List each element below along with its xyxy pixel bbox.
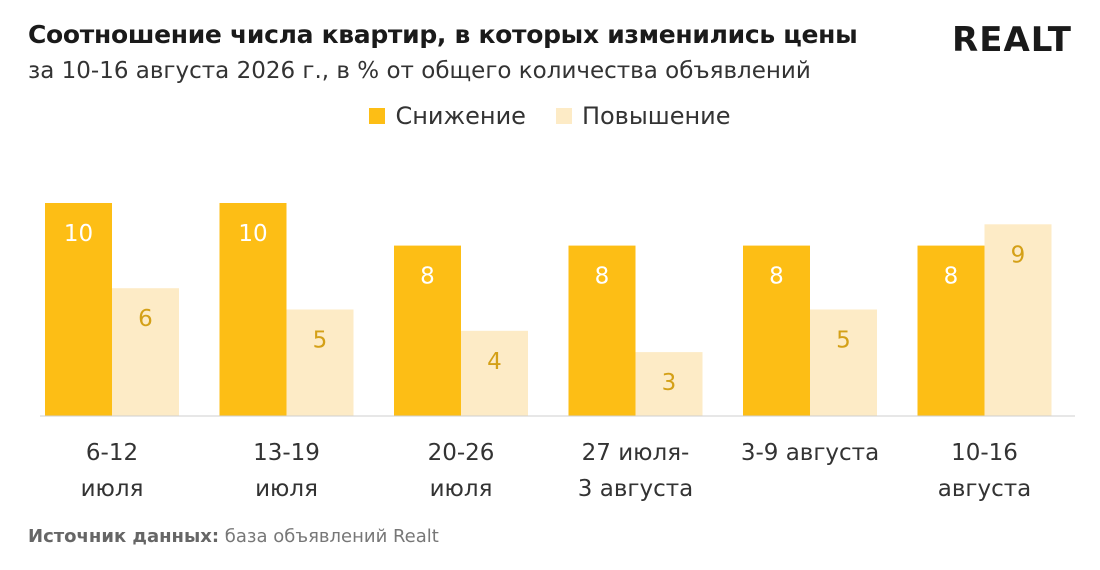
source-text: база объявлений Realt [219,526,439,547]
source-note: Источник данных: база объявлений Realt [28,526,439,547]
data-label-decrease-0: 10 [64,221,93,247]
data-label-increase-5: 9 [1011,242,1026,268]
legend-swatch-decrease [369,108,386,124]
bar-increase-4 [810,309,877,416]
category-label-2-1: июля [430,476,493,502]
legend-label-decrease: Снижение [395,102,526,130]
bar-decrease-3 [568,245,636,416]
data-label-increase-2: 4 [487,349,502,375]
data-label-decrease-4: 8 [769,264,784,290]
bar-increase-5 [984,224,1052,416]
category-label-5-1: августа [938,476,1031,502]
chart-subtitle: за 10-16 августа 2026 г., в % от общего … [28,58,811,84]
data-label-decrease-3: 8 [595,264,610,290]
category-label-0-1: июля [81,476,144,502]
category-label-1-0: 13-19 [253,440,320,466]
data-label-decrease-5: 8 [944,264,959,290]
chart-title: Соотношение числа квартир, в которых изм… [28,20,858,49]
legend-label-increase: Повышение [581,102,731,130]
data-label-increase-3: 3 [662,370,677,396]
legend-item-increase: Повышение [555,102,731,130]
bar-decrease-2 [394,245,461,416]
bar-decrease-1 [219,203,287,416]
data-label-decrease-1: 10 [238,221,267,247]
source-label: Источник данных: [28,526,220,547]
category-label-0-0: 6-12 [86,440,138,466]
data-label-decrease-2: 8 [420,264,435,290]
category-label-2-0: 20-26 [428,440,495,466]
bar-decrease-5 [917,245,985,416]
realt-logo: REALT [952,20,1072,60]
category-label-4-0: 3-9 августа [741,440,879,466]
category-label-5-0: 10-16 [951,440,1018,466]
bar-decrease-0 [45,203,112,416]
category-label-3-0: 27 июля- [582,440,690,466]
bar-decrease-4 [743,245,810,416]
legend-swatch-increase [555,108,572,124]
bar-increase-0 [112,288,179,416]
data-label-increase-1: 5 [313,328,328,354]
category-label-3-1: 3 августа [578,476,693,502]
bar-increase-3 [635,352,703,416]
data-label-increase-4: 5 [836,328,851,354]
category-label-1-1: июля [255,476,318,502]
legend: Снижение Повышение [0,102,1100,130]
bar-increase-2 [461,330,528,416]
legend-item-decrease: Снижение [369,102,526,130]
bar-increase-1 [286,309,354,416]
data-label-increase-0: 6 [138,306,153,332]
